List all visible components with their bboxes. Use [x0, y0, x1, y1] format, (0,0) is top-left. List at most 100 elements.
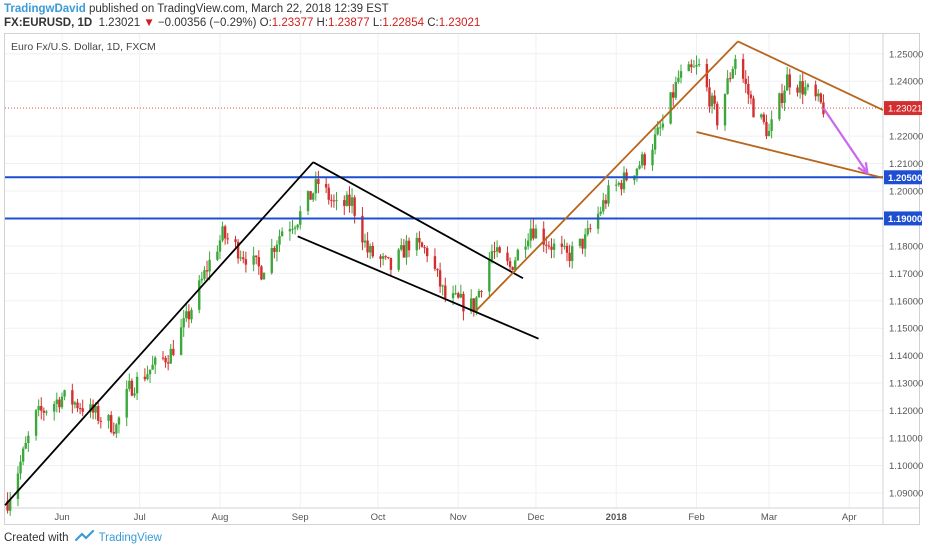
candle-body — [371, 246, 374, 257]
candle-body — [817, 93, 820, 97]
high-label: H: — [316, 17, 329, 29]
projection-arrow-shaft — [822, 107, 869, 174]
candle-body — [511, 266, 514, 270]
candle-body — [472, 298, 475, 313]
low-value: 1.22854 — [382, 17, 424, 29]
candle-body — [239, 257, 242, 259]
candle-body — [747, 83, 750, 95]
candle-body — [454, 293, 457, 295]
y-tick-label: 1.18000 — [889, 241, 923, 252]
last-price-label: 1.23021 — [888, 104, 922, 115]
y-tick-label: 1.13000 — [889, 379, 923, 390]
candle-body — [547, 245, 551, 247]
candle-body — [524, 246, 527, 250]
candle-body — [148, 369, 152, 375]
candle-body — [798, 81, 802, 93]
candle-body — [425, 248, 429, 257]
candle-body — [34, 410, 38, 436]
candle-body — [545, 244, 548, 246]
close-value: 1.23021 — [438, 17, 481, 29]
candle-body — [687, 64, 690, 72]
candle-body — [169, 348, 172, 364]
candle-body — [508, 261, 512, 267]
candle-body — [415, 237, 419, 251]
candle-body — [236, 241, 240, 259]
candle-body — [622, 172, 626, 190]
y-tick-label: 1.15000 — [889, 324, 923, 335]
x-tick-label: Jun — [54, 512, 69, 523]
candle-body — [312, 193, 315, 200]
candle-body — [216, 251, 219, 260]
candle-body — [679, 71, 683, 78]
candle-body — [324, 183, 328, 188]
candle-body — [400, 245, 403, 250]
tradingview-brand[interactable]: TradingView — [98, 531, 162, 544]
y-tick-label: 1.24000 — [889, 77, 923, 88]
open-label: O: — [259, 17, 272, 29]
candle-body — [379, 256, 382, 259]
candle-body — [109, 415, 113, 433]
candle-body — [552, 243, 556, 250]
candle-body — [475, 297, 478, 313]
candle-body — [260, 266, 263, 280]
author-name[interactable]: TradingwDavid — [4, 3, 86, 15]
x-tick-label: Jul — [134, 512, 146, 523]
candle-body — [635, 168, 639, 176]
candle-body — [617, 182, 621, 185]
symbol-info: FX:EURUSD, 1D 1.23021 ▼ −0.00356 (−0.29%… — [4, 17, 480, 29]
candle-body — [568, 252, 571, 261]
candle-body — [418, 237, 421, 243]
candle-body — [218, 240, 222, 252]
candle-body — [288, 229, 292, 232]
y-tick-label: 1.12000 — [889, 406, 923, 417]
candle-body — [273, 247, 276, 252]
candle-body — [659, 127, 662, 129]
y-tick-label: 1.20000 — [889, 186, 923, 197]
candle-body — [397, 249, 400, 270]
candle-body — [692, 66, 696, 68]
candle-body — [710, 95, 714, 107]
candle-body — [695, 64, 698, 67]
candle-body — [506, 252, 509, 262]
tradingview-logo-icon — [74, 529, 95, 545]
candle-body — [135, 376, 139, 394]
candle-body — [607, 185, 610, 204]
candle-body — [94, 406, 97, 413]
grid — [5, 34, 883, 508]
candle-body — [565, 245, 569, 253]
candle-body — [60, 396, 64, 408]
candle-body — [690, 64, 693, 68]
candle-body — [462, 293, 465, 312]
candle-body — [620, 182, 623, 190]
candle-body — [112, 432, 115, 434]
candle-body — [42, 410, 46, 413]
candle-body — [146, 374, 149, 380]
candle-body — [563, 245, 566, 247]
candle-body — [27, 435, 30, 443]
candle-body — [389, 257, 393, 270]
candle-body — [19, 461, 22, 474]
candle-body — [182, 318, 185, 328]
candle-body — [638, 165, 641, 169]
candle-body — [97, 406, 100, 421]
trendline — [696, 131, 884, 179]
published-text: published on TradingView.com, March 22, … — [89, 3, 389, 15]
candle-body — [151, 364, 154, 370]
chart-title: Euro Fx/U.S. Dollar, 1D, FXCM — [11, 41, 156, 53]
candle-body — [705, 64, 709, 88]
y-tick-label: 1.25000 — [889, 49, 923, 60]
candle-body — [708, 87, 711, 107]
candle-body — [640, 154, 644, 166]
candle-body — [436, 268, 439, 271]
candle-body — [526, 240, 530, 247]
candle-body — [778, 93, 781, 120]
candle-body — [221, 226, 224, 241]
candle-body — [457, 293, 460, 298]
candle-body — [387, 256, 390, 258]
candle-body — [744, 78, 747, 84]
candle-body — [107, 415, 110, 421]
candle-body — [345, 194, 349, 206]
candle-body — [604, 200, 608, 204]
level-price-label: 1.20500 — [888, 173, 922, 184]
